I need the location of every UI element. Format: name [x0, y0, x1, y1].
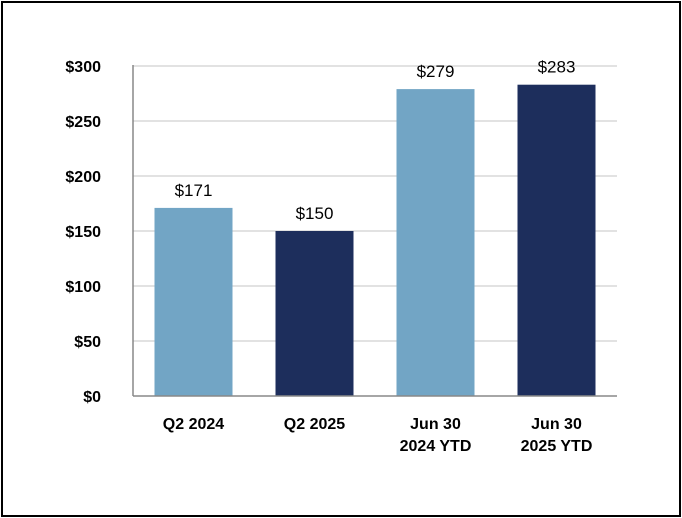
x-tick-label: Q2 2025	[284, 416, 345, 433]
y-tick-label: $100	[65, 279, 101, 296]
x-tick-label: 2024 YTD	[400, 438, 472, 455]
x-tick-label: 2025 YTD	[521, 438, 593, 455]
y-tick-label: $300	[65, 59, 101, 76]
y-tick-label: $250	[65, 114, 101, 131]
bar	[275, 231, 354, 396]
y-tick-label: $150	[65, 224, 101, 241]
x-tick-label: Q2 2024	[163, 416, 224, 433]
y-tick-label: $50	[74, 334, 101, 351]
data-label: $171	[175, 181, 213, 200]
data-label: $283	[538, 58, 576, 77]
x-tick-label: Jun 30	[410, 416, 461, 433]
y-tick-label: $200	[65, 169, 101, 186]
data-label: $150	[296, 204, 334, 223]
y-tick-label: $0	[83, 389, 101, 406]
bar	[517, 84, 596, 396]
bar	[154, 207, 233, 396]
data-label: $279	[417, 62, 455, 81]
x-tick-label: Jun 30	[531, 416, 582, 433]
bar	[396, 89, 475, 396]
